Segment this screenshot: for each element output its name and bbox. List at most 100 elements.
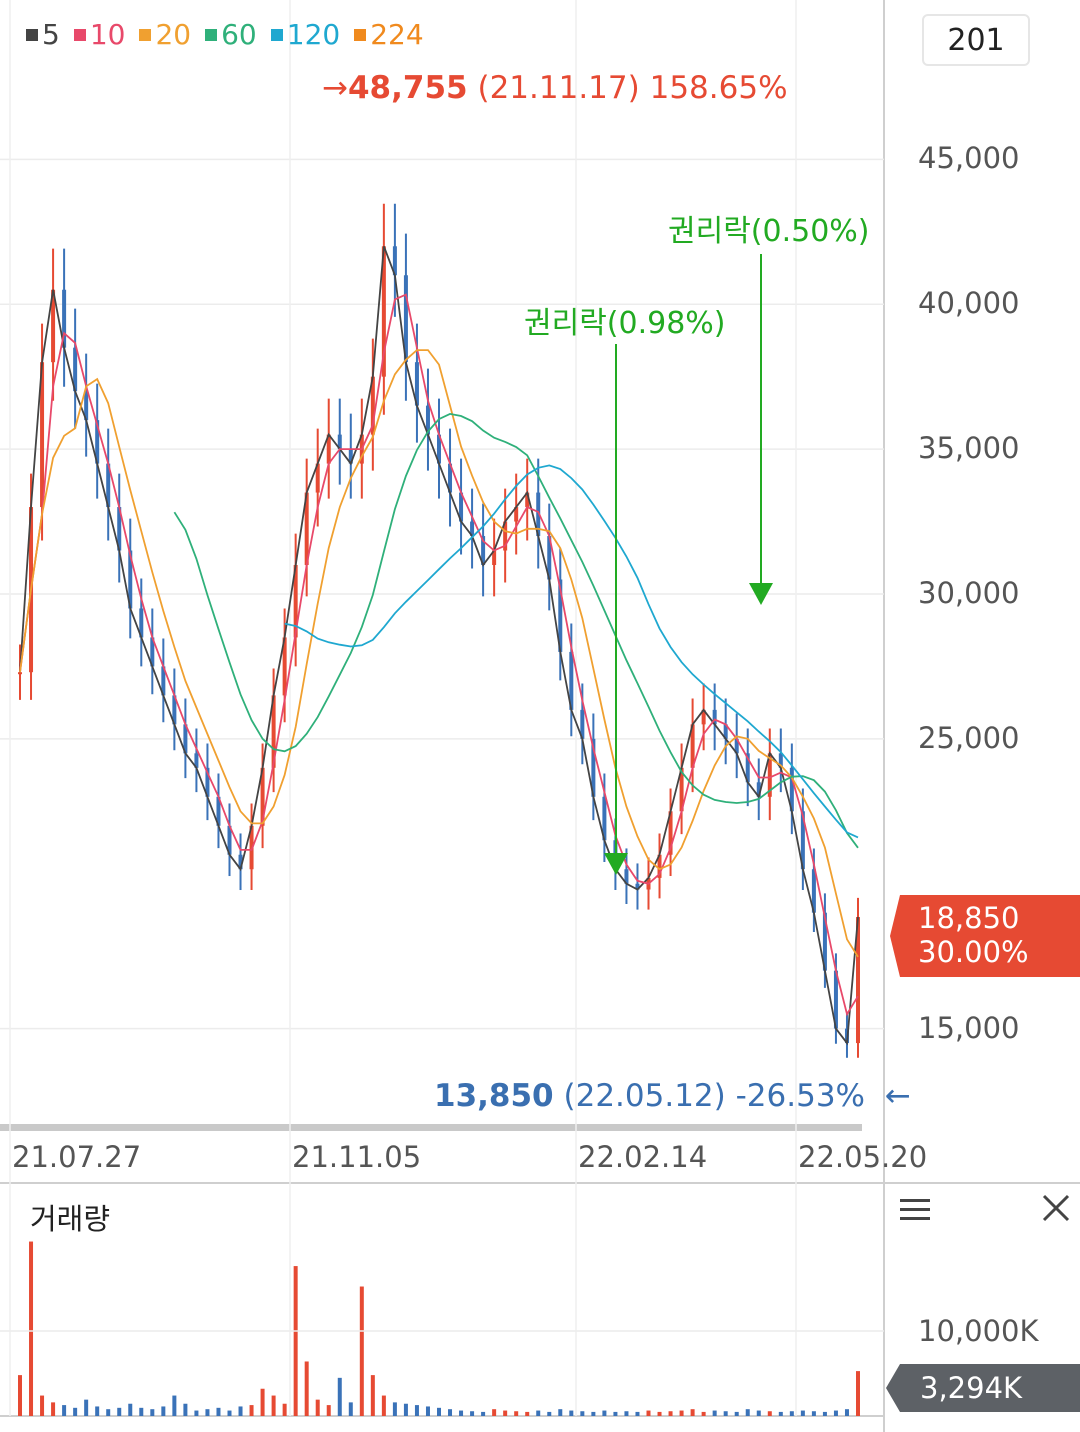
period-button[interactable]: 201 (922, 14, 1030, 66)
volume-bar (668, 1411, 673, 1416)
high-price-annotation: →48,755 (21.11.17) 158.65% (322, 70, 788, 106)
high-pct: 158.65% (649, 70, 788, 106)
low-price-annotation: 13,850 (22.05.12) -26.53% ← (434, 1078, 911, 1114)
volume-bar (238, 1406, 243, 1416)
menu-icon[interactable] (900, 1196, 930, 1222)
legend-item-5[interactable]: 5 (26, 18, 60, 51)
candle-body (326, 434, 331, 464)
y-tick-label: 15,000 (918, 1010, 1020, 1045)
legend-swatch (139, 28, 152, 41)
candle-body (547, 536, 552, 580)
legend-item-10[interactable]: 10 (73, 18, 126, 51)
volume-bar (183, 1403, 188, 1416)
volume-bar (811, 1411, 816, 1416)
volume-bar (337, 1377, 342, 1416)
candle-body (95, 420, 100, 464)
candle-body (503, 521, 508, 551)
legend-item-20[interactable]: 20 (139, 18, 191, 51)
volume-bar (73, 1407, 78, 1416)
candle-body (172, 695, 177, 725)
candle-body (348, 449, 353, 464)
volume-bar (271, 1395, 276, 1416)
volume-bar (679, 1410, 684, 1416)
current-price-badge: 18,850 30.00% (890, 895, 1080, 977)
volume-bar (304, 1361, 309, 1416)
legend-item-60[interactable]: 60 (205, 18, 257, 51)
volume-bar (591, 1411, 596, 1416)
ma-line-60 (173, 412, 859, 849)
candle-body (569, 651, 574, 710)
volume-bar (216, 1407, 221, 1416)
volume-bar (95, 1406, 100, 1416)
legend-label: 20 (155, 18, 192, 51)
ma-line-20 (19, 349, 859, 958)
candle-body (800, 811, 805, 870)
candle-body (624, 869, 629, 884)
volume-bar (833, 1410, 838, 1416)
volume-bar (459, 1410, 464, 1416)
volume-bar (437, 1407, 441, 1416)
volume-bar (745, 1409, 750, 1416)
candle-body (106, 463, 111, 508)
candle-body (723, 724, 728, 739)
volume-bar (381, 1395, 386, 1416)
volume-bar (205, 1409, 210, 1416)
volume-bar (470, 1411, 475, 1416)
volume-bar (84, 1399, 89, 1416)
current-pct: 30.00% (918, 935, 1029, 969)
candle-body (18, 672, 22, 675)
volume-bar (348, 1402, 353, 1416)
y-tick-label: 30,000 (918, 575, 1020, 610)
candle-body (668, 811, 673, 855)
volume-bar (260, 1388, 265, 1416)
close-icon[interactable] (1040, 1192, 1072, 1224)
candle-body (756, 782, 761, 797)
candle-body (437, 434, 441, 464)
volume-bar (326, 1405, 331, 1416)
volume-bar (448, 1409, 453, 1416)
candle-body (591, 738, 596, 797)
candle-body (84, 391, 89, 421)
candle-body (337, 434, 342, 450)
candle-body (238, 854, 243, 870)
candle-body (558, 579, 563, 652)
volume-bar (525, 1411, 530, 1416)
candle-body (525, 492, 530, 508)
volume-tick-label: 10,000K (918, 1314, 1039, 1348)
y-tick-label: 40,000 (918, 286, 1020, 321)
legend-label: 60 (221, 18, 257, 51)
high-date: (21.11.17) (477, 70, 640, 106)
x-tick-label: 22.02.14 (578, 1140, 708, 1174)
volume-bar (503, 1410, 508, 1416)
event-label-2: 권리락(0.50%) (668, 214, 870, 249)
candle-body (139, 608, 144, 638)
event-arrow-head (604, 853, 628, 875)
volume-bar (613, 1411, 618, 1416)
candle-body (856, 917, 860, 1044)
candle-body (62, 289, 67, 348)
volume-badge: 3,294K (886, 1364, 1080, 1412)
legend-label: 10 (89, 18, 126, 51)
candle-body (635, 883, 640, 890)
candle-body (745, 753, 750, 783)
legend-item-224[interactable]: 224 (354, 18, 424, 51)
candle-body (657, 854, 662, 878)
volume-bar (51, 1402, 56, 1416)
high-arrow: → (322, 70, 348, 106)
candle-body (150, 637, 155, 667)
candle-body (117, 507, 122, 551)
volume-bar (657, 1411, 662, 1416)
volume-bar (139, 1407, 144, 1416)
volume-bar (536, 1410, 541, 1416)
candle-body (822, 912, 827, 971)
ma-line-10 (19, 293, 859, 1017)
candle-body (73, 347, 78, 392)
legend-label: 224 (370, 18, 424, 51)
candle-body (161, 666, 166, 696)
event-label-1: 권리락(0.98%) (524, 306, 726, 341)
legend-item-120[interactable]: 120 (270, 18, 340, 51)
volume-bar (194, 1410, 199, 1416)
candle-body (392, 246, 397, 276)
